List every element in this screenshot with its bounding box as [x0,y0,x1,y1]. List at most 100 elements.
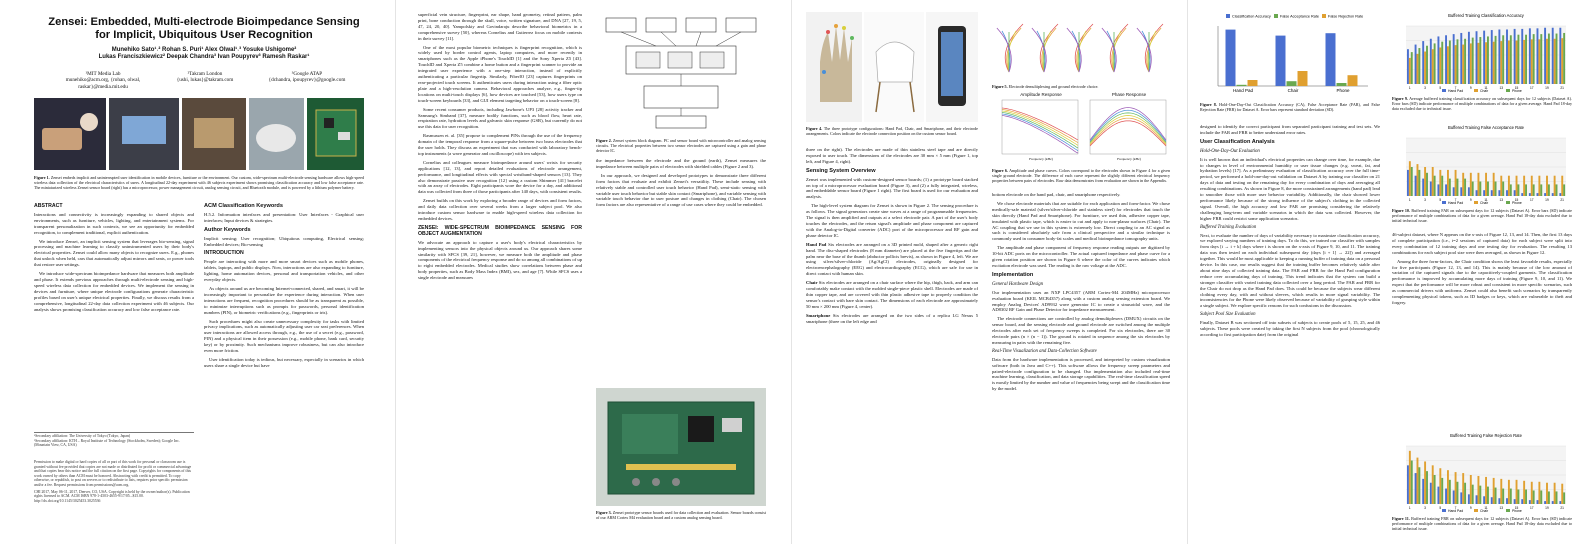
bar [1490,30,1493,85]
caption-label: Figure 2. [596,138,612,143]
subsubsection-heading: Subject Pool Size Evaluation [1200,312,1256,318]
bar [1236,84,1247,86]
demultiplexing-diagram [996,23,1164,73]
x-tick-label: 21 [1560,198,1564,202]
bar [1483,190,1486,196]
bar [1452,187,1455,196]
legend-swatch [1322,14,1326,18]
bar [1507,175,1510,196]
legend-swatch [1506,509,1510,512]
bar [1563,184,1566,196]
body-paragraph: One of the most popular biometric techni… [418,44,582,103]
affiliation-mit: ¹MIT Media Lab munehiko@acm.org, {rohan,… [50,71,156,90]
subsection-heading: Implementation [992,271,1034,278]
bar [1429,181,1432,196]
electrode-path [1074,23,1094,73]
body-paragraph: designed to identify the correct partici… [1200,124,1380,135]
x-tick-label: Phone [1336,88,1350,93]
bar [1521,499,1524,504]
affiliation-google: ³Google ATAP {dchandra, ipoupyrev}@googl… [254,71,360,84]
bar [1441,41,1444,84]
bar [1487,36,1489,84]
affiliation-email: {ushi, lukas}@takram.com [176,77,234,84]
body-paragraph: We advocate an approach to capture a use… [418,239,582,281]
x-tick-label: 1 [1409,198,1411,202]
electrode-path [996,27,1012,73]
caption-text: The three prototype configurations: Hand… [806,126,978,136]
bar [1538,39,1541,84]
bar [1456,178,1459,196]
bar [1247,80,1258,86]
x-tick-label: 3 [1424,198,1426,202]
response-curve [1089,112,1167,143]
body-paragraph: Some recent consumer products, including… [418,106,582,130]
page-2-right-column: the impedance between the electrode and … [596,158,766,383]
figure-5 [992,10,1170,80]
response-curve [1089,115,1167,144]
bar [1426,471,1428,504]
bar [1448,40,1451,84]
bar [1445,184,1447,196]
bar [1433,475,1436,504]
x-tick-label: 11 [1484,506,1488,510]
bar [1454,45,1457,84]
electrode-path [1001,30,1011,73]
bar [1559,27,1562,85]
bar [1275,35,1286,86]
bar [1528,500,1531,504]
caption-text: Buffered training FRR on subsequent days… [1392,516,1572,531]
bar [1502,488,1505,504]
x-tick-label: 21 [1560,86,1564,90]
bar [1416,164,1419,196]
x-tick-label: 9 [1470,86,1472,90]
response-curve [1001,110,1079,146]
bar [1422,478,1425,504]
electrode-path [1144,23,1164,73]
subsection-heading: Sensing System Overview [806,167,876,174]
bar [1525,489,1527,504]
x-tick-label: Chair [1288,88,1299,93]
caption-label: Figure 9. [1392,96,1408,101]
x-tick-label: 13 [1499,506,1503,510]
bar [1509,35,1512,84]
bar [1498,190,1501,196]
bar [1506,29,1508,84]
abstract-heading: ABSTRACT [34,203,63,209]
bar [1532,184,1535,196]
bar [1414,473,1417,504]
legend-swatch [1442,89,1446,92]
bar [1544,193,1547,196]
body-paragraph: Finally, Dataset B was sectioned off int… [1200,320,1380,337]
bar [1424,51,1427,84]
bar [1485,476,1487,504]
section-heading: ZENSEI: WIDE-SPECTRUM BIOIMPEDANCE SENSI… [418,224,582,237]
affiliation-email: {dchandra, ipoupyrev}@google.com [268,77,346,84]
page-1: Zensei: Embedded, Multi-electrode Bioimp… [0,0,396,544]
body-paragraph: In our approach, we designed and develop… [596,172,766,208]
bar [1416,457,1419,504]
plot-frame [1001,99,1079,155]
bar [1523,480,1526,504]
bar [1475,495,1478,504]
page-4-left-column: designed to identify the correct partici… [1200,124,1380,534]
bar [1437,36,1440,84]
buffered-far-chart: Buffered Training False Acceptance Rate 1… [1406,125,1566,205]
bar [1447,169,1449,196]
page-3-left-column: three on the right). The electrodes are … [806,147,978,532]
caption-label: Figure 11. [1392,516,1410,521]
response-curve [1001,112,1079,149]
bar [1418,48,1421,84]
caption-label: Figure 4. [806,126,823,131]
bar [1414,44,1417,84]
buffered-accuracy-chart: Buffered Training Classification Accurac… [1406,13,1566,93]
legend-label: Phone [1512,89,1522,93]
figure-11: Buffered Training False Rejection Rate 1 3… [1392,428,1572,514]
bar [1487,486,1489,504]
bar [1467,187,1470,196]
bar [1494,487,1497,504]
bar [1515,40,1518,84]
bar [1462,172,1465,196]
bar [1506,190,1508,196]
legend-swatch [1442,509,1446,512]
bar [1462,44,1465,84]
